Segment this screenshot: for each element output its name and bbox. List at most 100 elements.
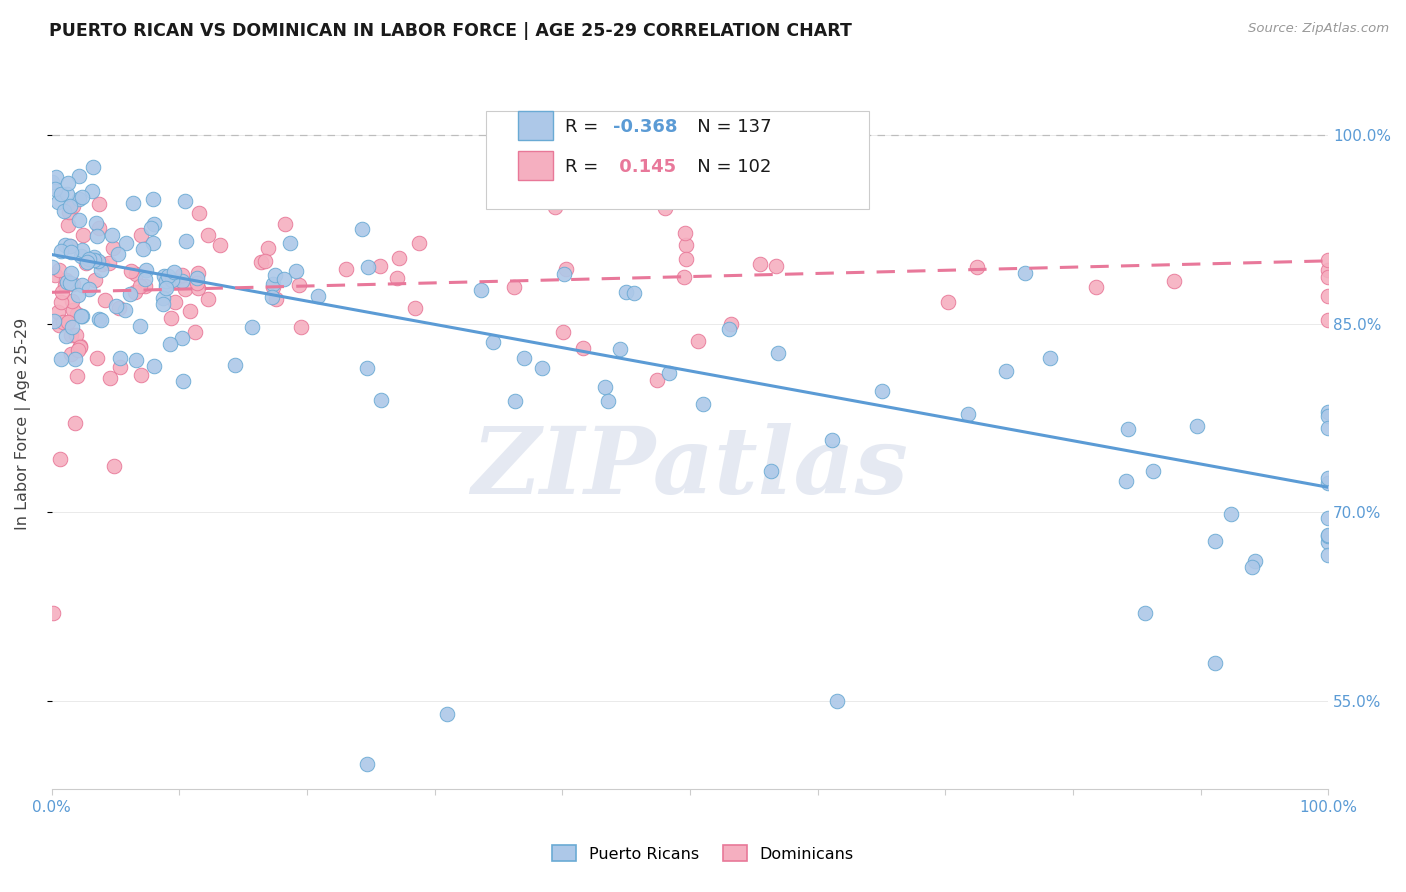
Point (143, 217, 166, 231)
Point (58, 199, 80, 213)
Point (135, 262, 157, 277)
Point (59, 347, 82, 361)
Point (408, 236, 430, 251)
Point (62, 303, 84, 318)
Point (623, 286, 645, 301)
Point (72, 310, 94, 324)
Point (240, 320, 263, 334)
Point (596, 394, 619, 409)
Point (470, 283, 492, 297)
Point (51, 186, 73, 201)
Point (129, 368, 152, 382)
Point (67, 169, 90, 183)
Point (66, 343, 89, 357)
Point (49, 351, 72, 366)
Point (129, 318, 152, 333)
Point (1039, 351, 1062, 366)
Point (555, 262, 578, 277)
Point (385, 271, 408, 285)
Point (505, 393, 527, 408)
Point (152, 297, 174, 311)
Point (274, 217, 297, 231)
Point (62, 199, 84, 213)
Point (56, 276, 79, 290)
Point (718, 321, 741, 335)
Point (44, 268, 66, 282)
Point (82, 161, 104, 175)
Point (638, 186, 661, 200)
Point (278, 235, 301, 250)
Point (1241, 560, 1264, 574)
Point (56, 219, 79, 233)
Point (1317, 421, 1340, 435)
Point (357, 260, 380, 274)
Point (53, 277, 76, 292)
Point (609, 343, 631, 357)
Point (60, 294, 83, 309)
Point (41, 175, 63, 189)
Point (69, 339, 91, 353)
Text: N = 137: N = 137 (679, 118, 772, 136)
Point (1317, 405, 1340, 419)
Point (1220, 507, 1243, 521)
Point (544, 200, 567, 214)
Point (658, 366, 681, 380)
Point (1317, 270, 1340, 285)
Point (335, 262, 357, 277)
Point (208, 238, 231, 252)
Point (263, 268, 285, 282)
Point (63, 416, 86, 430)
Point (820, 433, 842, 447)
Point (46, 305, 69, 319)
Point (966, 260, 988, 274)
Point (159, 310, 181, 325)
Point (174, 194, 197, 208)
Point (104, 299, 127, 313)
Point (48, 451, 70, 466)
Point (1014, 266, 1036, 280)
Point (70, 244, 93, 258)
Point (120, 287, 142, 301)
Point (79, 282, 101, 296)
Point (1115, 475, 1137, 489)
Point (56, 176, 79, 190)
Point (153, 269, 176, 284)
Point (69, 341, 91, 355)
Y-axis label: In Labor Force | Age 25-29: In Labor Force | Age 25-29 (15, 318, 31, 531)
Point (184, 326, 207, 340)
Point (83, 251, 105, 265)
Point (290, 320, 312, 334)
Point (53, 238, 76, 252)
Point (262, 279, 284, 293)
Point (114, 235, 136, 250)
Point (502, 279, 524, 293)
Point (1084, 280, 1107, 294)
Point (156, 268, 179, 283)
Point (82, 184, 104, 198)
Text: N = 102: N = 102 (679, 158, 770, 176)
Point (404, 301, 426, 316)
Point (70, 190, 93, 204)
Point (69, 309, 91, 323)
Point (571, 341, 593, 355)
Point (1317, 535, 1340, 549)
Point (370, 393, 392, 408)
Point (134, 272, 156, 286)
Point (388, 251, 411, 265)
Point (253, 253, 276, 268)
Point (108, 351, 131, 366)
Point (86, 229, 108, 244)
Point (84, 273, 107, 287)
Point (65, 351, 87, 366)
Point (197, 228, 219, 243)
Point (179, 303, 201, 318)
Point (134, 279, 156, 293)
FancyBboxPatch shape (517, 151, 554, 180)
Text: R =: R = (565, 118, 605, 136)
Text: ZIPatlas: ZIPatlas (471, 423, 908, 513)
Point (288, 278, 311, 293)
Point (675, 237, 697, 252)
Point (1185, 419, 1208, 434)
Point (155, 281, 177, 295)
Point (749, 257, 772, 271)
